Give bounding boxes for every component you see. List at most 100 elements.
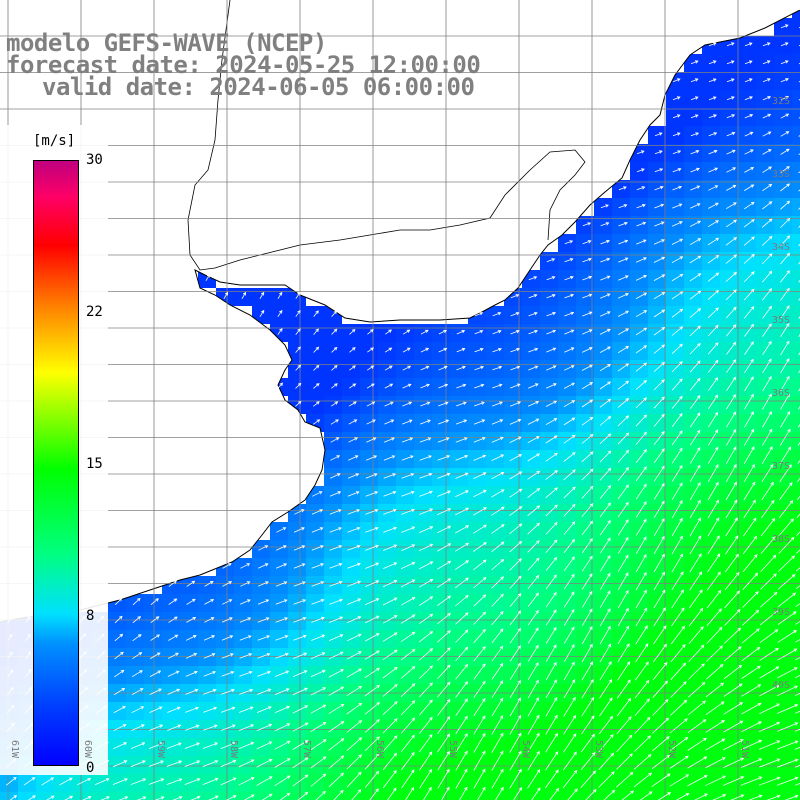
wind-vector-arrow [672,96,681,101]
wind-vector-arrow [564,329,575,335]
wind-vector-arrow [777,592,797,608]
wind-vector-arrow [311,545,324,551]
wind-vector-arrow [669,755,689,769]
wind-speed-cell [792,774,800,792]
wind-vector-arrow [509,540,523,553]
wind-vector-arrow [256,776,273,786]
wind-vector-arrow [328,634,344,642]
wind-vector-arrow [420,401,431,407]
wind-vector-arrow [437,490,451,497]
wind-vector-arrow [238,759,255,768]
wind-vector-arrow [635,536,647,555]
wind-vector-arrow [653,482,665,500]
wind-vector-arrow [599,364,612,372]
wind-vector-arrow [762,60,771,65]
wind-vector-arrow [222,563,232,569]
wind-vector-arrow [599,643,612,663]
wind-vector-arrow [168,598,178,605]
wind-vector-arrow [166,760,183,767]
wind-vector-arrow [708,96,717,101]
wind-vector-arrow [256,723,273,732]
wind-vector-arrow [292,687,308,696]
wind-vector-arrow [744,323,754,337]
wind-vector-arrow [581,434,594,444]
wind-vector-arrow [420,365,430,371]
wind-speed-cell [198,792,216,800]
wind-vector-arrow [418,596,434,606]
wind-vector-arrow [527,557,540,571]
wind-vector-arrow [275,599,288,605]
wind-vector-arrow [742,535,757,555]
wind-vector-arrow [114,597,123,606]
wind-vector-arrow [617,554,629,572]
wind-vector-arrow [600,275,611,281]
wind-vector-arrow [617,572,629,591]
wind-vector-arrow [438,329,448,335]
wind-vector-arrow [689,290,702,300]
wind-speed-cell [792,252,800,270]
wind-vector-arrow [274,740,291,750]
wind-vector-arrow [726,60,735,65]
wind-vector-arrow [131,670,143,678]
wind-vector-arrow [418,665,434,679]
wind-speed-cell [792,234,800,252]
wind-vector-arrow [455,715,468,735]
wind-vector-arrow [456,329,466,335]
wind-vector-arrow [708,167,719,173]
wind-vector-arrow [687,756,708,769]
wind-vector-arrow [455,698,468,717]
wind-vector-arrow [401,473,415,479]
wind-vector-arrow [759,721,781,732]
wind-vector-arrow [780,235,791,247]
wind-vector-arrow [690,203,701,209]
wind-vector-arrow [455,454,469,461]
wind-vector-arrow [364,684,381,697]
wind-vector-arrow [315,790,326,800]
wind-vector-arrow [313,328,319,335]
wind-vector-arrow [759,685,780,697]
wind-vector-arrow [347,527,361,533]
colorbar-unit: [m/s] [33,133,76,149]
wind-vector-arrow [580,733,595,753]
wind-vector-arrow [712,794,727,800]
wind-vector-arrow [437,664,451,680]
wind-vector-arrow [653,553,665,573]
wind-speed-cell [18,792,36,800]
wind-vector-arrow [328,772,345,788]
wind-vector-arrow [689,499,701,519]
wind-vector-arrow [167,670,180,677]
wind-vector-arrow [761,428,773,446]
wind-vector-arrow [243,794,255,800]
wind-vector-arrow [257,670,271,677]
wind-vector-arrow [545,556,558,572]
wind-vector-arrow [780,322,790,337]
wind-vector-arrow [671,413,683,427]
wind-vector-arrow [330,455,341,461]
wind-vector-arrow [689,377,701,391]
wind-vector-arrow [455,750,468,771]
wind-vector-arrow [563,434,576,444]
wind-vector-arrow [794,710,800,714]
wind-vector-arrow [707,255,720,264]
wind-vector-arrow [581,485,594,499]
wind-vector-arrow [778,555,795,572]
wind-vector-arrow [330,401,339,407]
wind-speed-cell [342,792,360,800]
wind-vector-arrow [491,697,504,717]
wind-vector-arrow [766,794,781,800]
wind-vector-arrow [347,580,362,587]
wind-vector-arrow [741,646,761,662]
wind-vector-arrow [705,701,725,716]
wind-vector-arrow [652,662,668,681]
wind-vector-arrow [384,401,394,407]
wind-vector-arrow [513,786,523,800]
wind-vector-arrow [634,735,651,752]
wind-vector-arrow [346,737,363,752]
latitude-label: 39S [772,607,791,618]
wind-vector-arrow [437,698,451,716]
wind-vector-arrow [166,742,182,749]
wind-vector-arrow [438,401,449,407]
wind-vector-arrow [725,446,737,464]
wind-vector-arrow [329,580,343,587]
wind-vector-arrow [438,383,449,389]
